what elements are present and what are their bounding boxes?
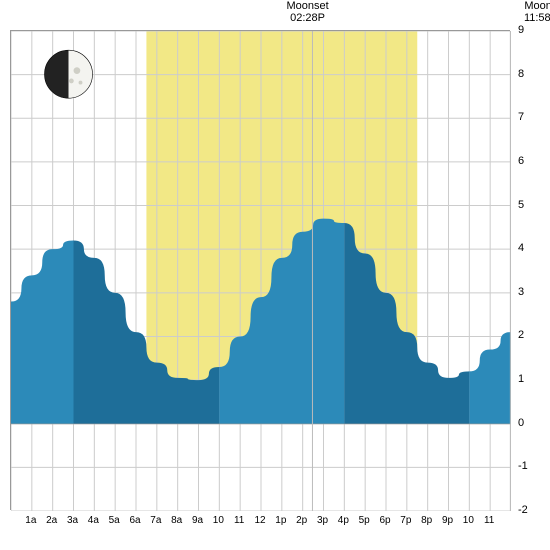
x-tick: 9p: [442, 515, 453, 526]
x-tick: 10: [213, 515, 224, 526]
x-tick: 5a: [109, 515, 120, 526]
x-tick: 5p: [359, 515, 370, 526]
x-tick: 11: [484, 515, 494, 526]
y-tick: 1: [518, 373, 524, 385]
x-tick: 8a: [171, 515, 182, 526]
x-tick: 2p: [296, 515, 307, 526]
y-tick: -1: [518, 460, 528, 472]
x-tick: 7a: [150, 515, 161, 526]
y-tick: -2: [518, 504, 528, 516]
y-tick: 3: [518, 286, 524, 298]
x-tick: 1a: [25, 515, 36, 526]
x-tick: 4p: [338, 515, 349, 526]
x-tick: 3a: [67, 515, 78, 526]
plot-svg: [11, 31, 511, 511]
y-tick: 4: [518, 242, 524, 254]
x-tick: 4a: [88, 515, 99, 526]
moon-event-label: Moonset02:28P: [286, 0, 328, 24]
x-tick: 3p: [317, 515, 328, 526]
x-tick: 6p: [379, 515, 390, 526]
x-tick: 6a: [129, 515, 140, 526]
y-tick: 0: [518, 417, 524, 429]
y-axis: -2-10123456789: [512, 30, 540, 510]
y-tick: 2: [518, 329, 524, 341]
y-tick: 8: [518, 68, 524, 80]
y-tick: 9: [518, 24, 524, 36]
y-tick: 6: [518, 155, 524, 167]
y-tick: 5: [518, 199, 524, 211]
x-tick: 7p: [400, 515, 411, 526]
x-tick: 9a: [192, 515, 203, 526]
x-tick: 10: [463, 515, 474, 526]
moon-event-label: Moonri11:58P: [524, 0, 550, 24]
x-tick: 11: [234, 515, 244, 526]
x-tick: 8p: [421, 515, 432, 526]
tide-chart: Moonset02:28PMoonri11:58P -2-10123456789…: [10, 0, 540, 550]
top-labels: Moonset02:28PMoonri11:58P: [10, 0, 540, 30]
x-tick: 12: [254, 515, 265, 526]
y-tick: 7: [518, 111, 524, 123]
plot-area: [10, 30, 510, 510]
x-tick: 2a: [46, 515, 57, 526]
x-axis: 1a 2a 3a 4a 5a 6a 7a 8a 9a 10 11 12 1p 2p 3p 4p 5p 6p 7p 8p…: [10, 515, 510, 535]
x-tick: 1p: [275, 515, 286, 526]
